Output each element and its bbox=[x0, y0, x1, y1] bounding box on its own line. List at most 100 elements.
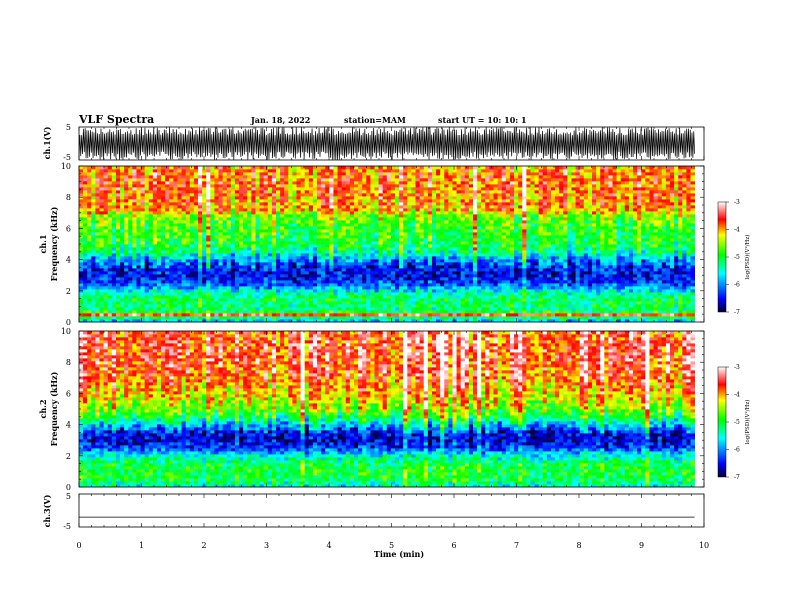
spectrogram-cell bbox=[296, 304, 302, 308]
spectrogram-cell bbox=[399, 295, 404, 299]
spectrogram-cell bbox=[407, 283, 412, 287]
spectrogram-cell bbox=[456, 193, 462, 197]
spectrogram-cell bbox=[115, 178, 121, 182]
spectrogram-cell bbox=[189, 286, 195, 290]
spectrogram-cell bbox=[267, 193, 273, 197]
spectrogram-cell bbox=[329, 280, 334, 284]
spectrogram-cell bbox=[198, 289, 203, 293]
spectrogram-cell bbox=[403, 172, 408, 176]
spectrogram-cell bbox=[296, 229, 302, 233]
spectrogram-cell bbox=[181, 256, 187, 260]
spectrogram-cell bbox=[91, 211, 96, 215]
spectrogram-cell bbox=[185, 268, 191, 272]
spectrogram-cell bbox=[382, 256, 388, 260]
spectrogram-cell bbox=[177, 253, 182, 257]
spectrogram-cell bbox=[132, 301, 137, 305]
spectrogram-cell bbox=[136, 235, 141, 239]
spectrogram-cell bbox=[341, 271, 347, 275]
spectrogram-cell bbox=[317, 274, 322, 278]
spectrogram-cell bbox=[321, 244, 326, 248]
spectrogram-cell bbox=[386, 310, 392, 314]
spectrogram-cell bbox=[292, 319, 297, 323]
spectrogram-cell bbox=[193, 295, 199, 299]
spectrogram-cell bbox=[362, 217, 367, 221]
spectrogram-cell bbox=[276, 211, 281, 215]
spectrogram-cell bbox=[353, 307, 359, 311]
spectrogram-cell bbox=[202, 175, 207, 179]
spectrogram-cell bbox=[456, 301, 462, 305]
spectrogram-cell bbox=[333, 202, 338, 206]
spectrogram-cell bbox=[177, 274, 182, 278]
spectrogram-cell bbox=[214, 277, 219, 281]
spectrogram-cell bbox=[308, 229, 314, 233]
spectrogram-cell bbox=[312, 208, 318, 212]
spectrogram-cell bbox=[251, 247, 256, 251]
spectrogram-cell bbox=[181, 268, 187, 272]
spectrogram-cell bbox=[399, 298, 404, 302]
spectrogram-cell bbox=[251, 304, 256, 308]
spectrogram-cell bbox=[280, 241, 285, 245]
spectrogram-cell bbox=[79, 319, 84, 323]
spectrogram-cell bbox=[349, 319, 355, 323]
spectrogram-cell bbox=[156, 268, 162, 272]
spectrogram-cell bbox=[427, 166, 433, 170]
spectrogram-cell bbox=[452, 226, 457, 230]
spectrogram-cell bbox=[259, 307, 265, 311]
spectrogram-cell bbox=[341, 190, 347, 194]
spectrogram-cell bbox=[161, 319, 166, 323]
spectrogram-cell bbox=[259, 217, 265, 221]
spectrogram-cell bbox=[128, 250, 133, 254]
spectrogram-cell bbox=[140, 181, 146, 185]
spectrogram-cell bbox=[120, 259, 125, 263]
spectrogram-cell bbox=[169, 187, 174, 191]
spectrogram-cell bbox=[230, 187, 236, 191]
spectrogram-cell bbox=[177, 292, 182, 296]
spectrogram-cell bbox=[448, 190, 453, 194]
spectrogram-cell bbox=[399, 262, 404, 266]
spectrogram-cell bbox=[427, 175, 433, 179]
spectrogram-cell bbox=[440, 286, 445, 290]
spectrogram-cell bbox=[448, 235, 453, 239]
spectrogram-cell bbox=[353, 229, 359, 233]
spectrogram-cell bbox=[349, 166, 355, 170]
spectrogram-cell bbox=[234, 280, 240, 284]
spectrogram-cell bbox=[144, 172, 150, 176]
spectrogram-cell bbox=[99, 247, 105, 251]
spectrogram-cell bbox=[169, 247, 174, 251]
spectrogram-cell bbox=[259, 220, 265, 224]
spectrogram-cell bbox=[239, 301, 244, 305]
spectrogram-cell bbox=[358, 295, 363, 299]
spectrogram-cell bbox=[423, 226, 429, 230]
spectrogram-cell bbox=[395, 187, 400, 191]
spectrogram-cell bbox=[259, 313, 265, 317]
spectrogram-cell bbox=[317, 244, 322, 248]
spectrogram-cell bbox=[411, 301, 416, 305]
spectrogram-cell bbox=[83, 205, 88, 209]
spectrogram-cell bbox=[218, 244, 224, 248]
spectrogram-cell bbox=[321, 187, 326, 191]
ch1-waveform-axis bbox=[78, 127, 705, 160]
spectrogram-cell bbox=[234, 184, 240, 188]
spectrogram-cell bbox=[292, 262, 297, 266]
spectrogram-cell bbox=[202, 316, 207, 320]
spectrogram-cell bbox=[386, 196, 392, 200]
spectrogram-cell bbox=[198, 238, 203, 242]
spectrogram-cell bbox=[148, 184, 154, 188]
spectrogram-cell bbox=[95, 220, 100, 224]
spectrogram-cell bbox=[378, 202, 384, 206]
spectrogram-cell bbox=[390, 184, 396, 188]
spectrogram-cell bbox=[144, 319, 150, 323]
spectrogram-cell bbox=[296, 286, 302, 290]
spectrogram-cell bbox=[460, 187, 466, 191]
spectrogram-cell bbox=[144, 205, 150, 209]
spectrogram-cell bbox=[333, 181, 338, 185]
spectrogram-cell bbox=[263, 241, 269, 245]
spectrogram-cell bbox=[407, 202, 412, 206]
spectrogram-cell bbox=[403, 232, 408, 236]
spectrogram-cell bbox=[189, 307, 195, 311]
spectrogram-cell bbox=[374, 292, 379, 296]
spectrogram-cell bbox=[395, 265, 400, 269]
spectrogram-cell bbox=[169, 265, 174, 269]
spectrogram-cell bbox=[317, 262, 322, 266]
spectrogram-cell bbox=[136, 220, 141, 224]
